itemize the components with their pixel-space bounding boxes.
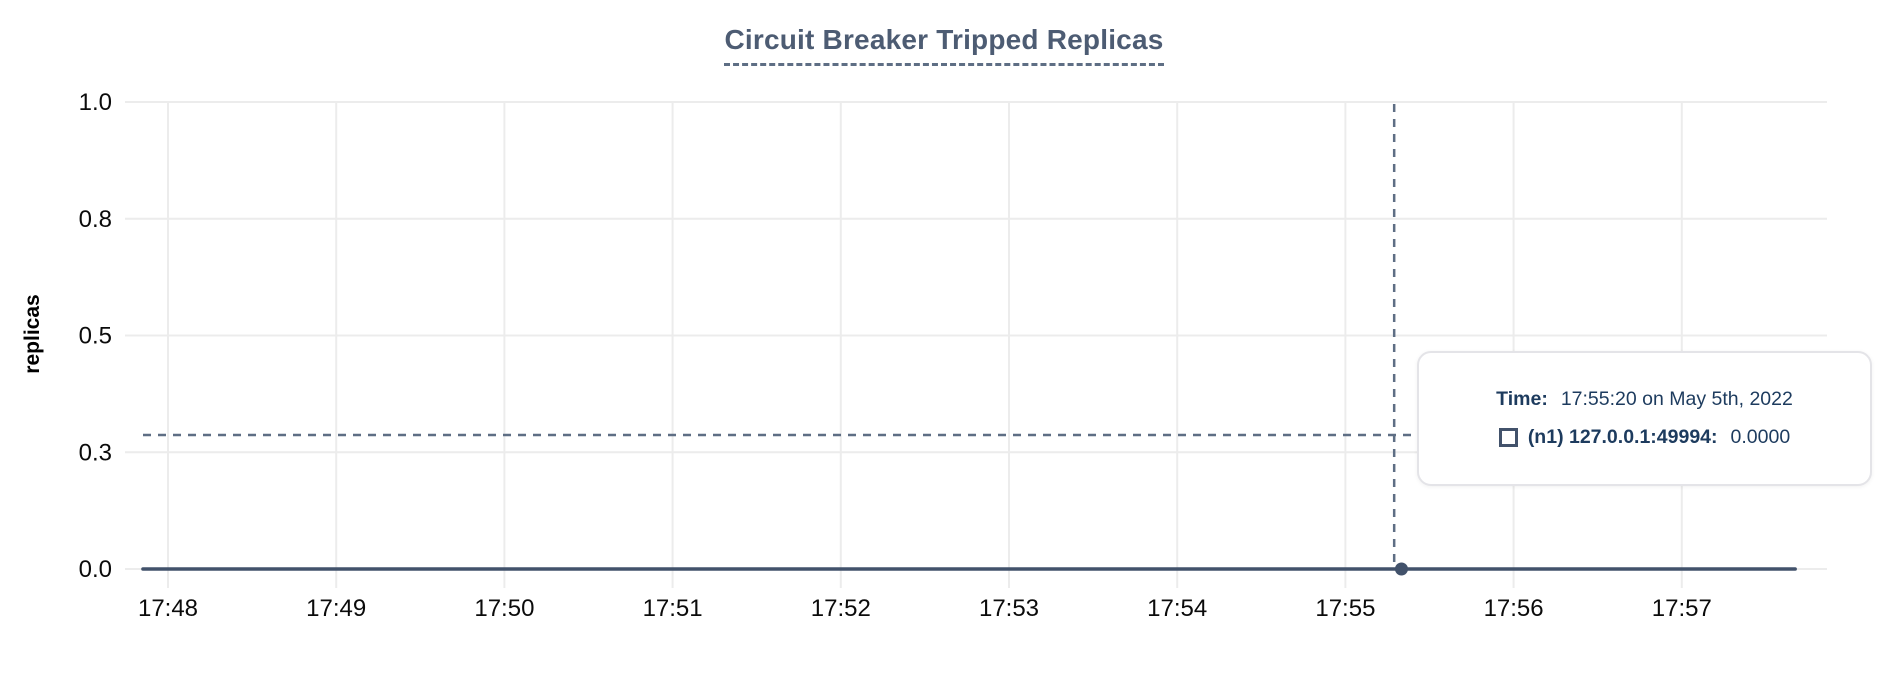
- x-tick-label: 17:55: [1315, 595, 1375, 622]
- tooltip-series-row: (n1) 127.0.0.1:49994: 0.0000: [1498, 426, 1791, 449]
- x-tick-label: 17:52: [811, 595, 871, 622]
- tooltip-time-value: 17:55:20 on May 5th, 2022: [1560, 388, 1793, 410]
- x-tick-label: 17:53: [979, 595, 1039, 622]
- x-tick-label: 17:50: [474, 595, 534, 622]
- tooltip-series-label: (n1) 127.0.0.1:49994:: [1527, 426, 1718, 448]
- x-tick-label: 17:54: [1147, 595, 1207, 622]
- y-tick-label: 0.3: [79, 439, 112, 466]
- x-tick-label: 17:51: [643, 595, 703, 622]
- tooltip-series-value: 0.0000: [1730, 426, 1791, 448]
- tooltip-time-row: Time: 17:55:20 on May 5th, 2022: [1496, 388, 1793, 411]
- y-tick-label: 1.0: [79, 89, 112, 116]
- y-tick-label: 0.5: [79, 323, 112, 350]
- x-tick-label: 17:56: [1484, 595, 1544, 622]
- y-tick-label: 0.8: [79, 206, 112, 233]
- series-square-marker-icon: [1498, 428, 1518, 447]
- x-tick-label: 17:48: [138, 595, 198, 622]
- hover-tooltip: Time: 17:55:20 on May 5th, 2022 (n1) 127…: [1417, 351, 1872, 486]
- x-tick-label: 17:57: [1652, 595, 1712, 622]
- x-tick-label: 17:49: [306, 595, 366, 622]
- tooltip-time-label: Time:: [1496, 388, 1548, 410]
- y-tick-label: 0.0: [79, 556, 112, 583]
- highlighted-data-point[interactable]: [1394, 562, 1408, 576]
